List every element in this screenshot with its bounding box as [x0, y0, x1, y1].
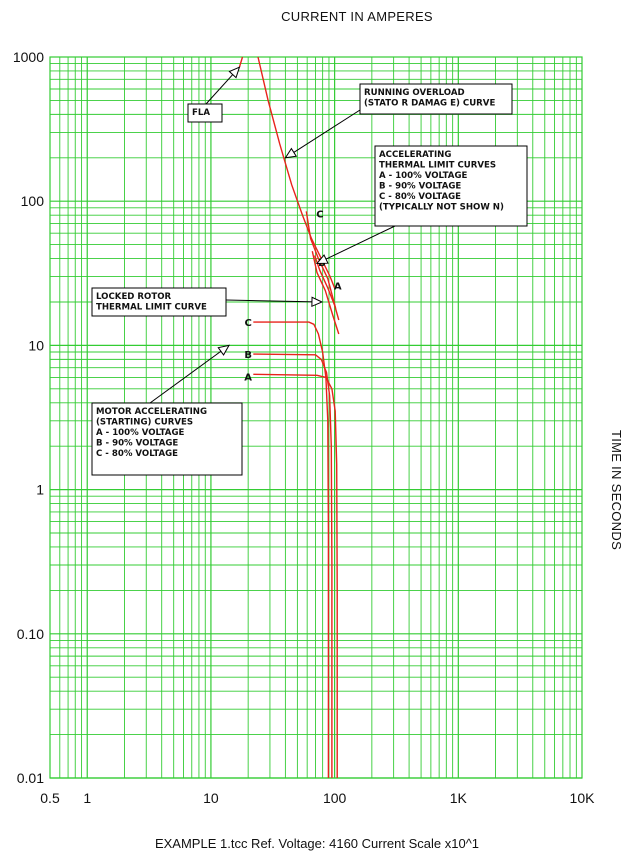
y-tick-label: 100 — [21, 193, 45, 209]
callout-text-line: ACCELERATING — [379, 150, 451, 160]
curve-letter-label: A — [334, 282, 342, 293]
callout-leader-line — [316, 225, 396, 264]
curve-letter-label: B — [244, 350, 252, 361]
callout-box — [187, 103, 223, 123]
curve-line — [314, 255, 340, 321]
callout-text-line: B - 90% VOLTAGE — [379, 182, 461, 192]
curve-letter-label: C — [316, 210, 323, 221]
plot-frame — [49, 56, 583, 779]
curve-letter-label: C — [244, 318, 251, 329]
callout-box — [359, 83, 513, 115]
footer-caption: EXAMPLE 1.tcc Ref. Voltage: 4160 Current… — [155, 836, 479, 851]
curve-line — [311, 251, 340, 335]
callout-text-line: FLA — [192, 108, 210, 118]
callout-text-line: (TYPICALLY NOT SHOW N) — [379, 203, 504, 213]
callout-arrowhead — [311, 296, 324, 308]
x-tick-label: 0.5 — [40, 790, 60, 806]
callout-text-line: THERMAL LIMIT CURVE — [96, 303, 207, 313]
callout-arrowhead — [284, 147, 298, 159]
callout-box — [91, 287, 227, 317]
y-axis-label: TIME IN SECONDS — [609, 430, 624, 550]
curve-line — [305, 211, 337, 309]
callout-text-line: C - 80% VOLTAGE — [379, 192, 461, 202]
callout-box — [91, 402, 243, 476]
callout-leader-line — [149, 344, 230, 404]
callout-text-line: (STATO R DAMAG E) CURVE — [364, 99, 495, 109]
curve-line — [253, 321, 330, 778]
callout-text-line: C - 80% VOLTAGE — [96, 449, 178, 459]
callout-arrowhead — [228, 66, 241, 79]
y-tick-label: 1000 — [13, 49, 44, 65]
callout-arrowhead — [315, 254, 329, 264]
callout-text-line: MOTOR ACCELERATING — [96, 407, 207, 417]
curve-series — [238, 56, 340, 778]
callout-text-line: A - 100% VOLTAGE — [379, 171, 467, 181]
x-tick-label: 1K — [450, 790, 468, 806]
callout: FLA — [187, 66, 241, 123]
y-tick-label: 10 — [28, 337, 44, 353]
x-tick-label: 10 — [203, 790, 219, 806]
annotation-callouts: FLA RUNNING OVERLOAD(STATO R DAMAG E) CUR… — [91, 66, 528, 476]
x-tick-label: 100 — [323, 790, 347, 806]
callout-text-line: THERMAL LIMIT CURVES — [379, 161, 496, 171]
callout-leader-line — [225, 299, 322, 303]
callout-text-line: LOCKED ROTOR — [96, 292, 172, 302]
x-tick-label: 1 — [83, 790, 91, 806]
callout-box — [374, 145, 528, 227]
curve-letter-label: A — [244, 372, 252, 383]
callout-leader-line — [285, 109, 361, 159]
y-tick-label: 1 — [36, 482, 44, 498]
curve-line — [238, 56, 244, 68]
chart-title: CURRENT IN AMPERES — [281, 9, 433, 24]
callout-text-line: A - 100% VOLTAGE — [96, 428, 184, 438]
x-tick-label: 10K — [570, 790, 596, 806]
curve-line — [253, 373, 338, 778]
callout-text-line: (STARTING) CURVES — [96, 418, 193, 428]
callout-text-line: RUNNING OVERLOAD — [364, 88, 465, 98]
callout-text-line: B - 90% VOLTAGE — [96, 439, 178, 449]
curve-line — [253, 353, 333, 778]
callout-arrowhead — [217, 344, 230, 356]
curve-line — [257, 56, 336, 289]
tick-labels: 0.5 1 10 100 1K 10K 1000 100 10 1 0.10 0.01 — [13, 49, 595, 806]
callout: RUNNING OVERLOAD(STATO R DAMAG E) CURVE — [284, 83, 513, 159]
y-tick-label: 0.01 — [17, 770, 44, 786]
y-tick-label: 0.10 — [17, 626, 44, 642]
